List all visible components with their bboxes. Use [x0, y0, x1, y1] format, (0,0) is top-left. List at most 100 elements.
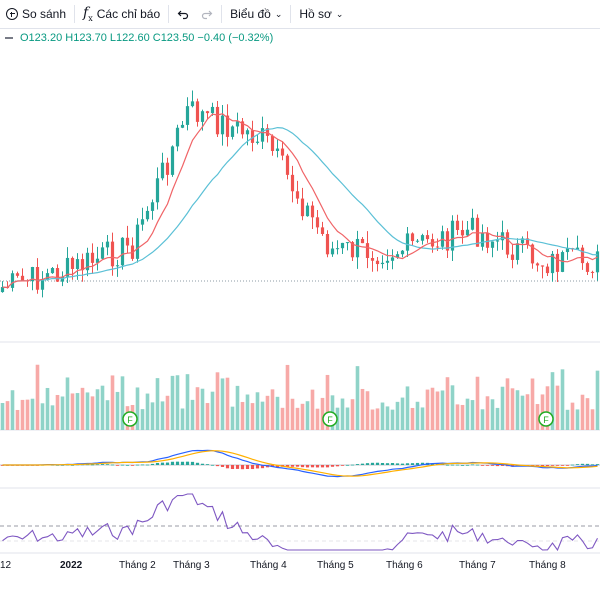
macd-histogram-bar — [310, 465, 315, 468]
volume-bar — [575, 409, 580, 430]
macd-histogram-bar — [255, 465, 260, 469]
candle-body — [245, 130, 250, 135]
candle-body — [290, 174, 295, 192]
macd-histogram-bar — [585, 463, 590, 465]
candle-body — [320, 227, 325, 234]
macd-histogram-bar — [190, 461, 195, 465]
volume-bar — [565, 409, 570, 430]
event-marker[interactable]: F — [122, 411, 138, 427]
volume-bar — [345, 407, 350, 430]
indicators-button[interactable]: fx Các chỉ báo — [77, 0, 166, 28]
volume-bar — [95, 389, 100, 430]
candle-body — [170, 146, 175, 175]
compare-button[interactable]: So sánh — [0, 0, 72, 28]
volume-bar — [150, 402, 155, 430]
volume-bar — [420, 407, 425, 430]
macd-histogram-bar — [555, 465, 560, 466]
candle-body — [95, 258, 100, 263]
volume-bar — [275, 396, 280, 430]
volume-bar — [230, 406, 235, 430]
candle-body — [380, 262, 385, 265]
macd-histogram-bar — [260, 465, 265, 469]
macd-histogram-bar — [565, 465, 570, 466]
redo-button[interactable] — [195, 0, 219, 28]
volume-bar — [520, 395, 525, 430]
candle-body — [545, 266, 550, 274]
profile-dropdown[interactable]: Hồ sơ ⌄ — [293, 0, 349, 28]
macd-histogram-bar — [235, 465, 240, 469]
candle-body — [435, 246, 440, 248]
undo-button[interactable] — [171, 0, 195, 28]
volume-bar — [90, 396, 95, 430]
close-value: C123.50 — [152, 32, 195, 44]
function-icon: fx — [83, 5, 93, 23]
volume-bar — [510, 388, 515, 430]
volume-bar — [445, 377, 450, 430]
macd-histogram-bar — [570, 464, 575, 466]
volume-bar — [175, 375, 180, 430]
volume-bar — [300, 403, 305, 430]
candle-body — [370, 257, 375, 261]
x-tick: Tháng 4 — [250, 560, 287, 571]
event-marker[interactable]: F — [538, 411, 554, 427]
volume-bar — [385, 406, 390, 430]
macd-histogram-bar — [550, 465, 555, 466]
volume-bar — [365, 391, 370, 430]
chart-type-dropdown[interactable]: Biểu đồ ⌄ — [224, 0, 288, 28]
collapse-icon[interactable] — [4, 33, 14, 43]
volume-bar — [205, 403, 210, 430]
macd-histogram-bar — [100, 464, 105, 465]
candle-body — [495, 240, 500, 242]
add-circle-icon — [6, 8, 18, 20]
candle-body — [90, 252, 95, 263]
volume-bar — [375, 408, 380, 430]
macd-histogram-bar — [220, 465, 225, 467]
macd-histogram-bar — [460, 464, 465, 466]
macd-histogram-bar — [225, 465, 230, 469]
candle-body — [460, 229, 465, 236]
macd-histogram-bar — [90, 464, 95, 466]
svg-text:F: F — [543, 415, 549, 425]
macd-histogram-bar — [160, 462, 165, 465]
macd-histogram-bar — [60, 464, 65, 466]
macd-histogram-bar — [165, 462, 170, 465]
candle-body — [35, 266, 40, 290]
candle-body — [270, 135, 275, 152]
candle-body — [80, 259, 85, 271]
macd-histogram-bar — [170, 461, 175, 465]
macd-histogram-bar — [560, 465, 565, 466]
macd-histogram-bar — [500, 465, 505, 466]
volume-bar — [250, 403, 255, 430]
candle-body — [345, 242, 350, 244]
volume-bar — [240, 401, 245, 430]
x-tick: Tháng 5 — [317, 560, 354, 571]
event-marker[interactable]: F — [322, 411, 338, 427]
x-tick: Tháng 3 — [173, 560, 210, 571]
candle-body — [515, 243, 520, 260]
candle-body — [110, 241, 115, 267]
macd-histogram-bar — [95, 464, 100, 466]
candle-body — [0, 287, 5, 293]
candle-body — [565, 248, 570, 253]
candle-body — [260, 128, 265, 142]
candle-body — [585, 263, 590, 272]
macd-histogram-bar — [450, 464, 455, 466]
volume-bar — [350, 399, 355, 430]
candle-body — [455, 220, 460, 230]
macd-histogram-bar — [400, 463, 405, 465]
candle-body — [480, 233, 485, 247]
macd-histogram-bar — [125, 464, 130, 466]
undo-icon — [177, 10, 189, 20]
macd-histogram-bar — [175, 461, 180, 465]
macd-histogram-bar — [455, 464, 460, 466]
candle-body — [360, 238, 365, 244]
candle-body — [325, 233, 330, 255]
volume-bar — [10, 390, 15, 430]
volume-bar — [440, 390, 445, 430]
volume-bar — [500, 386, 505, 430]
volume-bar — [580, 394, 585, 430]
candle-body — [150, 202, 155, 211]
candle-body — [400, 250, 405, 255]
candle-body — [490, 241, 495, 248]
